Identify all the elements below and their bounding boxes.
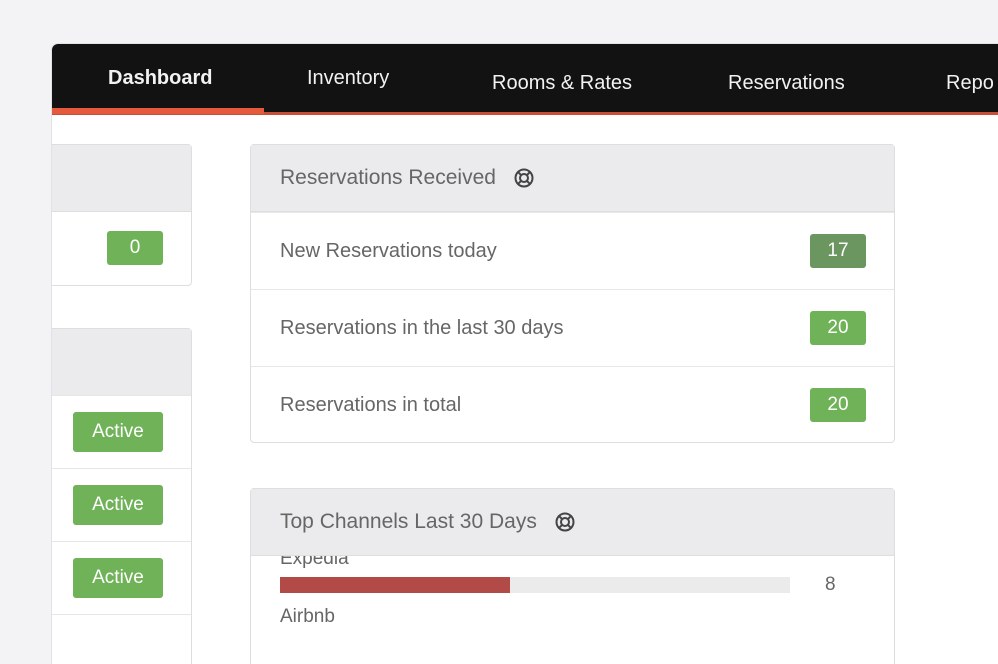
app-window: Dashboard Inventory Rooms & Rates Reserv… xyxy=(52,44,998,664)
left-status-panel: Active Active Active xyxy=(52,328,192,664)
channel-count: 8 xyxy=(825,574,836,595)
status-row: Active xyxy=(52,468,191,542)
reservation-stat-row: New Reservations today 17 xyxy=(251,212,894,289)
status-active-button[interactable]: Active xyxy=(73,485,163,525)
channel-name: Airbnb xyxy=(280,606,335,627)
reservations-received-panel: Reservations Received New Reservations t… xyxy=(250,144,895,443)
status-active-button[interactable]: Active xyxy=(73,558,163,598)
stat-value-badge: 20 xyxy=(810,311,866,345)
top-channels-header: Top Channels Last 30 Days xyxy=(251,489,894,556)
channels-list: Expedia 8 Airbnb xyxy=(251,556,894,664)
tab-dashboard[interactable]: Dashboard xyxy=(108,66,213,89)
reservation-stat-row: Reservations in total 20 xyxy=(251,366,894,443)
channel-name: Expedia xyxy=(280,556,349,569)
channel-bar-track xyxy=(280,577,790,593)
top-channels-panel: Top Channels Last 30 Days Expedia 8 Airb… xyxy=(250,488,895,664)
status-active-button[interactable]: Active xyxy=(73,412,163,452)
lifebuoy-icon[interactable] xyxy=(514,168,534,188)
top-navigation: Dashboard Inventory Rooms & Rates Reserv… xyxy=(52,44,998,115)
stat-label: New Reservations today xyxy=(280,239,497,262)
left-summary-panel: 0 xyxy=(52,144,192,286)
tab-reports[interactable]: Repo xyxy=(946,71,994,94)
stat-value-badge: 17 xyxy=(810,234,866,268)
lifebuoy-icon[interactable] xyxy=(555,512,575,532)
stat-value-badge: 20 xyxy=(810,388,866,422)
status-row xyxy=(52,614,191,664)
status-row: Active xyxy=(52,541,191,615)
channel-bar-fill xyxy=(280,577,510,593)
tab-rooms-rates[interactable]: Rooms & Rates xyxy=(492,71,633,94)
tab-inventory[interactable]: Inventory xyxy=(307,66,390,89)
reservations-received-title: Reservations Received xyxy=(280,166,496,189)
stat-label: Reservations in total xyxy=(280,393,462,416)
stat-label: Reservations in the last 30 days xyxy=(280,316,564,339)
count-badge: 0 xyxy=(107,231,163,265)
active-tab-indicator xyxy=(52,108,264,114)
tab-reservations[interactable]: Reservations xyxy=(728,71,845,94)
top-channels-title: Top Channels Last 30 Days xyxy=(280,510,537,533)
left-summary-panel-header xyxy=(52,145,191,212)
left-status-panel-header xyxy=(52,329,191,396)
reservation-stat-row: Reservations in the last 30 days 20 xyxy=(251,289,894,366)
reservations-received-header: Reservations Received xyxy=(251,145,894,212)
status-row: Active xyxy=(52,395,191,469)
